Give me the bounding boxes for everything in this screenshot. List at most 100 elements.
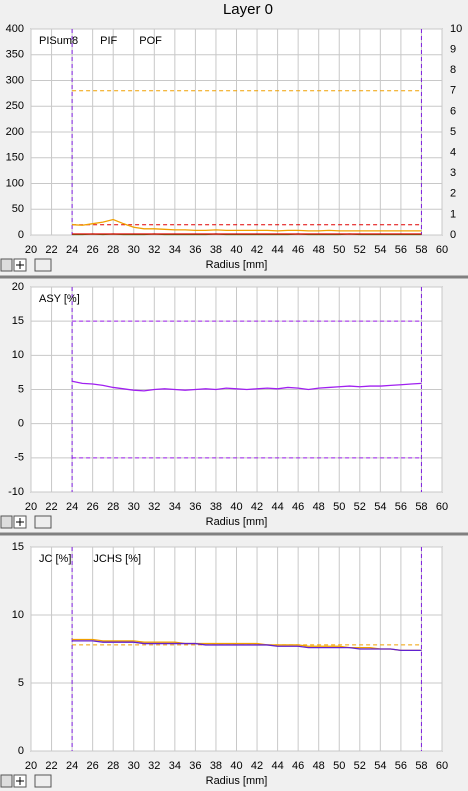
x-tick-label: 40 [230, 760, 242, 772]
x-tick-label: 58 [415, 501, 427, 513]
x-tick-label: 34 [169, 760, 181, 772]
x-tick-label: 36 [189, 244, 201, 256]
y-tick-label: 300 [6, 74, 24, 86]
zoom-button[interactable] [0, 774, 13, 788]
x-tick-label: 34 [169, 244, 181, 256]
x-tick-label: 50 [333, 244, 345, 256]
y-tick-label: 15 [12, 541, 24, 553]
y2-tick-label: 1 [450, 208, 456, 220]
y-tick-label: 0 [18, 745, 24, 757]
x-tick-label: 32 [148, 501, 160, 513]
x-tick-label: 56 [395, 760, 407, 772]
x-tick-label: 54 [374, 244, 386, 256]
y-tick-label: 400 [6, 23, 24, 35]
y-tick-label: 15 [12, 315, 24, 327]
x-tick-label: 20 [25, 760, 37, 772]
cross-icon [16, 777, 24, 785]
x-tick-label: 60 [436, 760, 448, 772]
x-tick-label: 58 [415, 760, 427, 772]
y2-tick-label: 0 [450, 229, 456, 241]
y-tick-label: 5 [18, 677, 24, 689]
x-tick-label: 38 [210, 244, 222, 256]
x-tick-label: 44 [271, 760, 283, 772]
x-tick-label: 32 [148, 244, 160, 256]
x-tick-label: 22 [45, 501, 57, 513]
x-tick-label: 44 [271, 501, 283, 513]
x-tick-label: 52 [354, 501, 366, 513]
y-tick-label: 0 [18, 229, 24, 241]
legend-entry: POF [139, 35, 162, 47]
x-axis-label: Radius [mm] [206, 259, 268, 271]
x-tick-label: 26 [87, 244, 99, 256]
x-tick-label: 44 [271, 244, 283, 256]
x-tick-label: 48 [313, 760, 325, 772]
y2-tick-label: 4 [450, 147, 456, 159]
pan-button[interactable] [34, 774, 52, 788]
x-tick-label: 52 [354, 244, 366, 256]
x-tick-label: 40 [230, 501, 242, 513]
window-title: Layer 0 [223, 1, 273, 18]
y-tick-label: 50 [12, 203, 24, 215]
x-tick-label: 38 [210, 760, 222, 772]
x-tick-label: 28 [107, 501, 119, 513]
y-tick-label: 0 [18, 418, 24, 430]
legend-entry: ASY [%] [39, 293, 80, 305]
x-tick-label: 22 [45, 760, 57, 772]
y-tick-label: -5 [14, 452, 24, 464]
x-tick-label: 28 [107, 760, 119, 772]
x-axis-label: Radius [mm] [206, 775, 268, 787]
x-tick-label: 60 [436, 501, 448, 513]
legend-entry: JCHS [%] [93, 553, 141, 565]
y-tick-label: 150 [6, 152, 24, 164]
x-tick-label: 56 [395, 244, 407, 256]
x-tick-label: 30 [128, 760, 140, 772]
x-tick-label: 50 [333, 760, 345, 772]
legend-entry: PIF [100, 35, 117, 47]
y2-tick-label: 10 [450, 23, 462, 35]
series-line [72, 640, 422, 652]
x-tick-label: 24 [66, 760, 78, 772]
zoom-button[interactable] [0, 515, 13, 529]
x-tick-label: 42 [251, 244, 263, 256]
series-line [72, 638, 422, 652]
x-tick-label: 36 [189, 501, 201, 513]
x-tick-label: 46 [292, 501, 304, 513]
series-line [71, 380, 422, 392]
y2-tick-label: 8 [450, 64, 456, 76]
x-tick-label: 52 [354, 760, 366, 772]
y2-tick-label: 9 [450, 44, 456, 56]
legend-entry: JC [%] [39, 553, 71, 565]
x-tick-label: 54 [374, 501, 386, 513]
x-tick-label: 20 [25, 501, 37, 513]
y-tick-label: 10 [12, 349, 24, 361]
x-tick-label: 60 [436, 244, 448, 256]
x-tick-label: 20 [25, 244, 37, 256]
x-tick-label: 46 [292, 760, 304, 772]
x-tick-label: 40 [230, 244, 242, 256]
x-tick-label: 38 [210, 501, 222, 513]
y-tick-label: 5 [18, 383, 24, 395]
cross-icon [16, 261, 24, 269]
x-tick-label: 30 [128, 244, 140, 256]
y-tick-label: 250 [6, 100, 24, 112]
x-tick-label: 30 [128, 501, 140, 513]
x-tick-label: 26 [87, 501, 99, 513]
y2-tick-label: 2 [450, 188, 456, 200]
x-tick-label: 58 [415, 244, 427, 256]
series-line [72, 218, 422, 232]
x-tick-label: 54 [374, 760, 386, 772]
x-tick-label: 24 [66, 244, 78, 256]
x-tick-label: 34 [169, 501, 181, 513]
y-tick-label: 10 [12, 609, 24, 621]
y2-tick-label: 5 [450, 126, 456, 138]
pan-button[interactable] [34, 258, 52, 272]
y2-tick-label: 6 [450, 105, 456, 117]
pan-button[interactable] [34, 515, 52, 529]
x-tick-label: 48 [313, 501, 325, 513]
zoom-button[interactable] [0, 258, 13, 272]
x-tick-label: 36 [189, 760, 201, 772]
x-tick-label: 24 [66, 501, 78, 513]
y-tick-label: 20 [12, 281, 24, 293]
x-tick-label: 22 [45, 244, 57, 256]
